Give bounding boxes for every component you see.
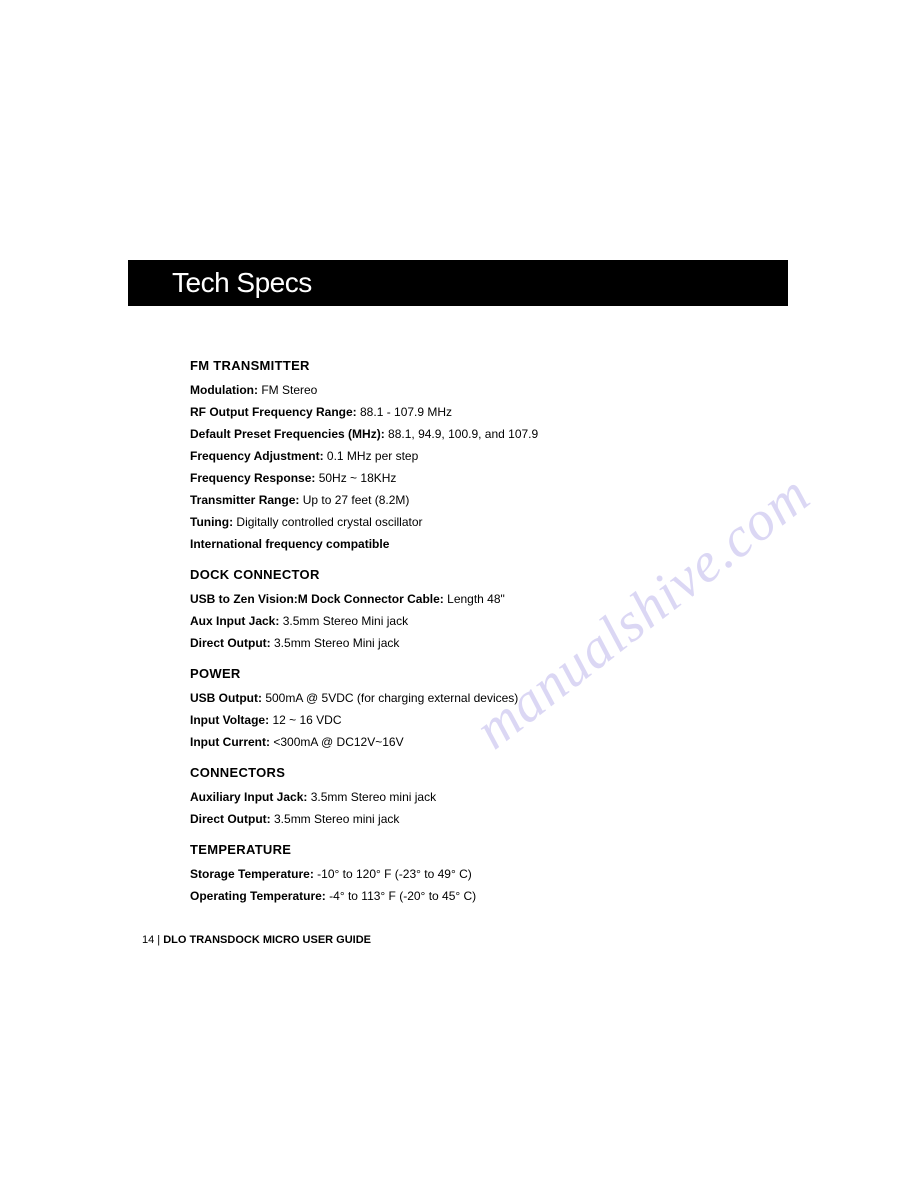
spec-label: Storage Temperature: <box>190 867 314 881</box>
spec-label: Operating Temperature: <box>190 889 326 903</box>
spec-aux-input: Aux Input Jack: 3.5mm Stereo Mini jack <box>190 610 750 632</box>
section-heading-temperature: TEMPERATURE <box>190 842 750 857</box>
spec-value: 3.5mm Stereo mini jack <box>271 812 400 826</box>
spec-tuning: Tuning: Digitally controlled crystal osc… <box>190 511 750 533</box>
spec-usb-output: USB Output: 500mA @ 5VDC (for charging e… <box>190 687 750 709</box>
spec-label: Tuning: <box>190 515 233 529</box>
spec-freq-response: Frequency Response: 50Hz ~ 18KHz <box>190 467 750 489</box>
header-bar: Tech Specs <box>128 260 788 306</box>
spec-label: RF Output Frequency Range: <box>190 405 357 419</box>
spec-storage-temp: Storage Temperature: -10° to 120° F (-23… <box>190 863 750 885</box>
spec-label: Frequency Adjustment: <box>190 449 324 463</box>
spec-label: Direct Output: <box>190 636 271 650</box>
spec-label: USB to Zen Vision:M Dock Connector Cable… <box>190 592 444 606</box>
spec-label: Modulation: <box>190 383 258 397</box>
spec-label: Input Current: <box>190 735 270 749</box>
spec-value: 3.5mm Stereo Mini jack <box>271 636 400 650</box>
spec-default-preset: Default Preset Frequencies (MHz): 88.1, … <box>190 423 750 445</box>
spec-value: <300mA @ DC12V~16V <box>270 735 404 749</box>
spec-label: Transmitter Range: <box>190 493 299 507</box>
spec-input-voltage: Input Voltage: 12 ~ 16 VDC <box>190 709 750 731</box>
section-heading-dock-connector: DOCK CONNECTOR <box>190 567 750 582</box>
spec-conn-aux-input: Auxiliary Input Jack: 3.5mm Stereo mini … <box>190 786 750 808</box>
spec-label: Default Preset Frequencies (MHz): <box>190 427 385 441</box>
spec-usb-cable: USB to Zen Vision:M Dock Connector Cable… <box>190 588 750 610</box>
spec-value: -4° to 113° F (-20° to 45° C) <box>326 889 476 903</box>
spec-input-current: Input Current: <300mA @ DC12V~16V <box>190 731 750 753</box>
spec-value: 3.5mm Stereo mini jack <box>307 790 436 804</box>
spec-value: 3.5mm Stereo Mini jack <box>279 614 408 628</box>
spec-transmitter-range: Transmitter Range: Up to 27 feet (8.2M) <box>190 489 750 511</box>
spec-value: Length 48" <box>444 592 505 606</box>
spec-value: Up to 27 feet (8.2M) <box>299 493 409 507</box>
spec-conn-direct-output: Direct Output: 3.5mm Stereo mini jack <box>190 808 750 830</box>
spec-value: 50Hz ~ 18KHz <box>315 471 396 485</box>
spec-rf-output: RF Output Frequency Range: 88.1 - 107.9 … <box>190 401 750 423</box>
spec-value: Digitally controlled crystal oscillator <box>233 515 422 529</box>
specs-content: FM TRANSMITTER Modulation: FM Stereo RF … <box>190 358 750 907</box>
spec-label: Auxiliary Input Jack: <box>190 790 307 804</box>
spec-freq-adjust: Frequency Adjustment: 0.1 MHz per step <box>190 445 750 467</box>
spec-label: Frequency Response: <box>190 471 315 485</box>
spec-value: 12 ~ 16 VDC <box>269 713 341 727</box>
spec-label: USB Output: <box>190 691 262 705</box>
spec-label: Aux Input Jack: <box>190 614 279 628</box>
footer-divider: | <box>154 934 163 946</box>
footer-page-number: 14 <box>142 934 154 946</box>
spec-value: 500mA @ 5VDC (for charging external devi… <box>262 691 518 705</box>
spec-value: 0.1 MHz per step <box>324 449 419 463</box>
spec-label: Input Voltage: <box>190 713 269 727</box>
spec-modulation: Modulation: FM Stereo <box>190 379 750 401</box>
footer-title: DLO TRANSDOCK MICRO USER GUIDE <box>163 934 371 946</box>
spec-direct-output: Direct Output: 3.5mm Stereo Mini jack <box>190 632 750 654</box>
page-title: Tech Specs <box>172 267 312 299</box>
footer: 14 | DLO TRANSDOCK MICRO USER GUIDE <box>142 934 371 946</box>
spec-label: Direct Output: <box>190 812 271 826</box>
spec-operating-temp: Operating Temperature: -4° to 113° F (-2… <box>190 885 750 907</box>
spec-value: -10° to 120° F (-23° to 49° C) <box>314 867 472 881</box>
spec-value: 88.1 - 107.9 MHz <box>357 405 452 419</box>
spec-intl-freq: International frequency compatible <box>190 533 750 555</box>
section-heading-connectors: CONNECTORS <box>190 765 750 780</box>
spec-value: FM Stereo <box>258 383 317 397</box>
spec-value: 88.1, 94.9, 100.9, and 107.9 <box>385 427 538 441</box>
section-heading-fm-transmitter: FM TRANSMITTER <box>190 358 750 373</box>
section-heading-power: POWER <box>190 666 750 681</box>
